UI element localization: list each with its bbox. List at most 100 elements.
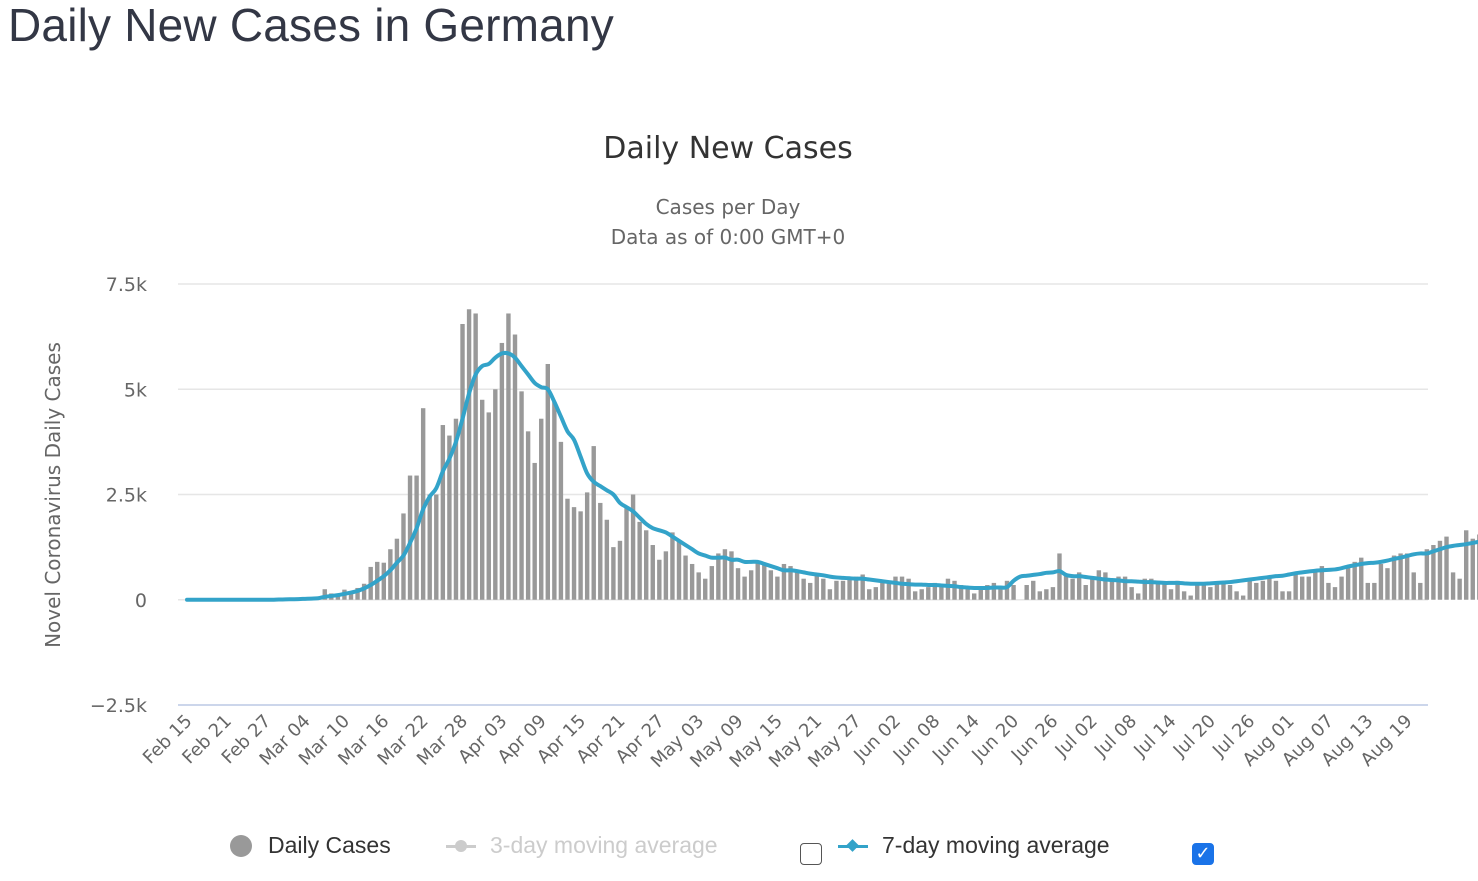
daily-cases-bar xyxy=(965,589,970,600)
daily-cases-bar xyxy=(729,551,734,600)
daily-cases-bar xyxy=(873,587,878,600)
daily-cases-bar xyxy=(716,553,721,600)
x-tick-label: Jul 08 xyxy=(1090,711,1141,762)
y-axis-ticks: −2.5k 0 2.5k 5k 7.5k xyxy=(90,274,147,717)
daily-cases-bar xyxy=(742,576,747,600)
daily-cases-bar xyxy=(571,507,577,600)
daily-cases-bar xyxy=(519,391,524,600)
daily-cases-bar xyxy=(1116,576,1121,600)
daily-cases-bar xyxy=(932,582,938,600)
daily-cases-bar xyxy=(847,578,852,600)
daily-cases-bar xyxy=(1398,553,1403,600)
daily-cases-bar xyxy=(1162,582,1167,600)
circle-marker-icon xyxy=(230,834,252,857)
daily-cases-bar xyxy=(460,323,465,600)
daily-cases-bar xyxy=(814,574,819,600)
daily-cases-bar xyxy=(703,578,708,600)
daily-cases-bar xyxy=(1319,566,1325,600)
daily-cases-bar xyxy=(1450,572,1456,600)
toggle-7-day-average-checkbox[interactable]: ✓ xyxy=(1192,843,1214,865)
daily-cases-bar xyxy=(1431,545,1436,600)
daily-cases-bar xyxy=(926,587,931,600)
daily-cases-bar xyxy=(755,561,760,600)
daily-cases-bar xyxy=(748,570,754,600)
daily-cases-bar xyxy=(624,507,629,600)
legend-item-7-day-average[interactable]: 7-day moving average xyxy=(838,832,1110,859)
daily-cases-bar xyxy=(998,587,1003,600)
daily-cases-bar xyxy=(657,559,662,600)
daily-cases-bar xyxy=(860,574,865,600)
legend-item-3-day-average[interactable]: 3-day moving average xyxy=(446,832,718,859)
daily-cases-bar xyxy=(348,591,354,600)
legend-label: 7-day moving average xyxy=(882,832,1110,858)
daily-cases-bar xyxy=(565,498,570,600)
daily-cases-bar xyxy=(972,593,977,600)
chart-title: Daily New Cases xyxy=(603,131,852,166)
daily-cases-bar xyxy=(1437,540,1443,600)
daily-cases-bar xyxy=(466,309,472,600)
daily-cases-bar xyxy=(1359,557,1364,600)
daily-cases-bar xyxy=(1181,591,1187,600)
daily-cases-bar xyxy=(1201,585,1206,600)
daily-cases-bar xyxy=(689,563,695,600)
daily-cases-bar xyxy=(447,435,452,600)
daily-cases-bar xyxy=(762,563,767,600)
y-tick-label: 5k xyxy=(124,379,147,401)
daily-cases-bar xyxy=(1024,585,1029,600)
daily-cases-bar xyxy=(867,589,872,600)
daily-cases-bar xyxy=(991,582,997,600)
daily-cases-bar xyxy=(1345,566,1351,600)
daily-cases-bar xyxy=(1240,595,1246,600)
daily-cases-bar xyxy=(952,580,957,600)
daily-cases-bar xyxy=(1352,561,1357,600)
daily-cases-bar xyxy=(1037,591,1042,600)
daily-cases-bar xyxy=(834,580,839,600)
daily-cases-bars xyxy=(276,309,1478,600)
seven-day-average-line xyxy=(185,350,1478,602)
y-axis-label: Novel Coronavirus Daily Cases xyxy=(41,342,65,648)
daily-cases-bar xyxy=(886,580,892,600)
daily-cases-bar xyxy=(630,494,636,600)
daily-cases-bar xyxy=(1372,582,1377,600)
daily-cases-bar xyxy=(1050,587,1056,600)
y-tick-label: −2.5k xyxy=(90,695,147,717)
daily-cases-bar xyxy=(1083,585,1088,600)
daily-cases-bar xyxy=(788,566,793,600)
daily-cases-bar xyxy=(427,494,432,600)
daily-cases-bar xyxy=(912,591,918,600)
daily-cases-bar xyxy=(853,576,859,600)
daily-cases-bar xyxy=(840,580,846,600)
daily-cases-bar xyxy=(1195,582,1200,600)
toggle-3-day-average-checkbox[interactable] xyxy=(800,843,822,865)
daily-cases-bar xyxy=(808,582,813,600)
daily-cases-bar xyxy=(775,576,780,600)
daily-cases-bar xyxy=(676,540,682,600)
daily-cases-bar xyxy=(1149,578,1154,600)
daily-cases-bar xyxy=(1444,536,1449,600)
legend-label: Daily Cases xyxy=(268,832,391,858)
daily-cases-bar xyxy=(1221,582,1226,600)
daily-cases-bar xyxy=(1109,580,1115,600)
daily-cases-bar xyxy=(683,555,688,600)
daily-cases-bar xyxy=(1031,580,1036,600)
x-tick-label: Jul 14 xyxy=(1129,711,1180,762)
daily-cases-bar xyxy=(414,475,419,600)
daily-cases-bar xyxy=(1142,578,1147,600)
daily-cases-bar xyxy=(735,568,741,600)
daily-cases-bar xyxy=(506,313,511,600)
daily-cases-bar xyxy=(663,551,669,600)
daily-cases-bar xyxy=(434,494,439,600)
daily-cases-bar xyxy=(637,521,642,600)
daily-cases-bar xyxy=(1404,553,1410,600)
daily-cases-bar xyxy=(617,540,623,600)
daily-cases-bar xyxy=(919,589,924,600)
daily-cases-bar xyxy=(1155,580,1161,600)
daily-cases-bar xyxy=(1070,578,1075,600)
daily-cases-bar xyxy=(1254,582,1259,600)
daily-cases-bar xyxy=(1090,576,1095,600)
daily-cases-bar xyxy=(1332,587,1338,600)
daily-cases-bar xyxy=(499,342,505,600)
daily-cases-bar xyxy=(1234,591,1239,600)
legend-item-daily-cases[interactable]: Daily Cases xyxy=(230,832,391,859)
line-marker-icon xyxy=(446,835,476,857)
